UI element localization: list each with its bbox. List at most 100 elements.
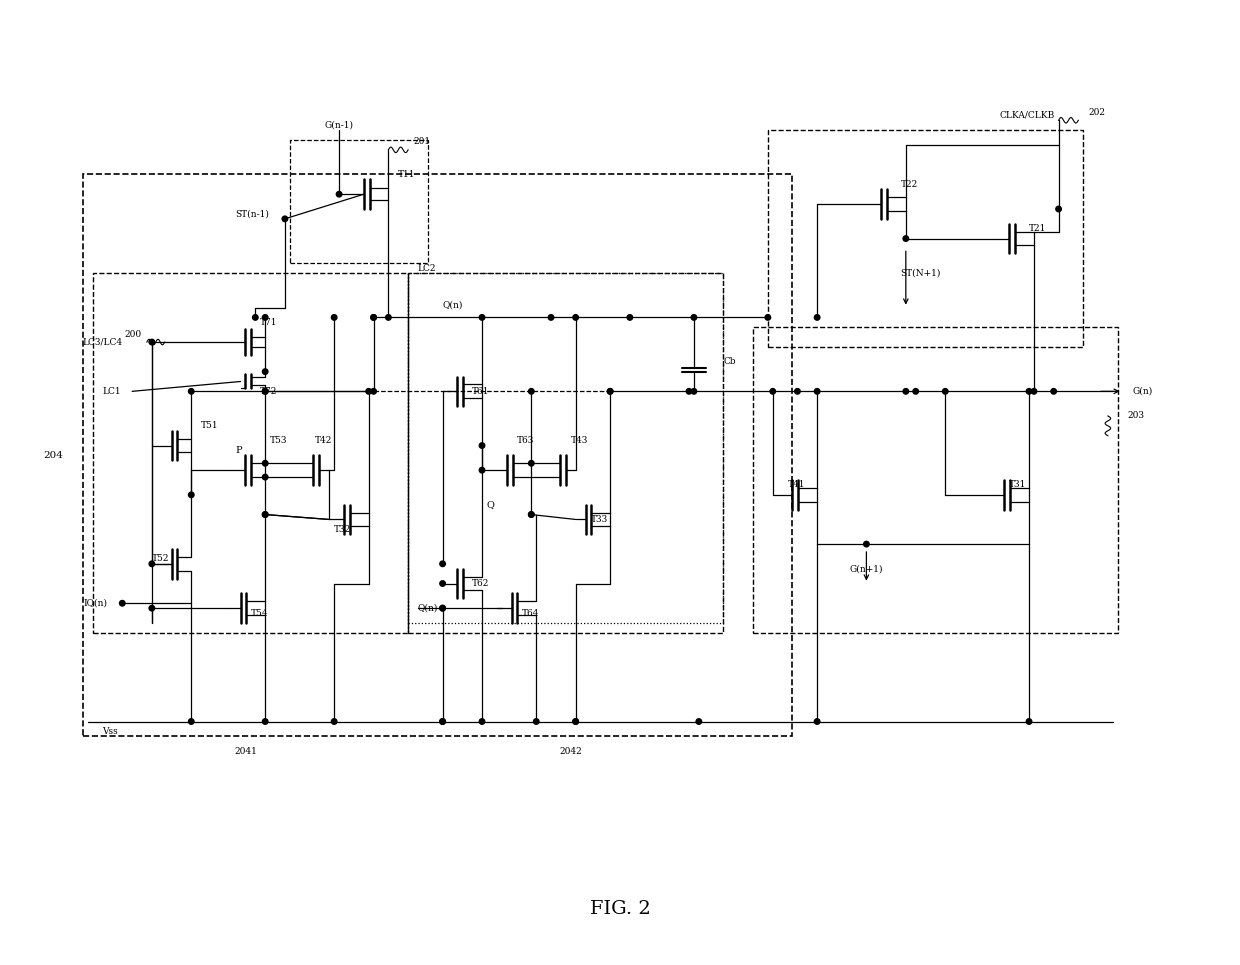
Text: 202: 202 <box>1089 108 1105 117</box>
Text: 203: 203 <box>1127 411 1145 421</box>
Circle shape <box>608 389 613 394</box>
Text: T32: T32 <box>334 525 351 534</box>
Text: ST(n-1): ST(n-1) <box>236 209 269 218</box>
Text: T72: T72 <box>260 387 278 396</box>
Circle shape <box>765 315 770 320</box>
Bar <box>93 273 408 633</box>
Circle shape <box>253 315 258 320</box>
Circle shape <box>1032 389 1037 394</box>
Bar <box>753 327 1117 633</box>
Circle shape <box>371 315 377 320</box>
Text: 2042: 2042 <box>559 747 582 756</box>
Text: G(n): G(n) <box>1132 387 1153 396</box>
Circle shape <box>913 389 919 394</box>
Circle shape <box>331 719 337 725</box>
Text: 204: 204 <box>43 451 63 460</box>
Circle shape <box>815 719 820 725</box>
Circle shape <box>440 719 445 725</box>
Circle shape <box>528 511 534 517</box>
Circle shape <box>903 235 909 241</box>
Circle shape <box>263 389 268 394</box>
Text: T21: T21 <box>1029 224 1047 234</box>
Text: CLKA/CLKB: CLKA/CLKB <box>999 111 1055 120</box>
Circle shape <box>440 605 445 611</box>
Circle shape <box>573 719 578 725</box>
Circle shape <box>149 561 155 566</box>
Circle shape <box>1052 389 1056 394</box>
Circle shape <box>770 389 775 394</box>
Circle shape <box>263 475 268 480</box>
Text: IQ(n): IQ(n) <box>83 598 108 608</box>
Circle shape <box>440 561 445 566</box>
Text: Vss: Vss <box>103 727 118 736</box>
Text: G(n+1): G(n+1) <box>849 565 883 573</box>
Circle shape <box>263 315 268 320</box>
Text: T53: T53 <box>270 436 288 445</box>
Text: 2041: 2041 <box>234 747 257 756</box>
Text: T43: T43 <box>570 436 588 445</box>
Circle shape <box>263 389 268 394</box>
Text: T42: T42 <box>315 436 332 445</box>
Circle shape <box>795 389 800 394</box>
Text: Q(n): Q(n) <box>443 300 463 309</box>
Text: T52: T52 <box>151 554 170 564</box>
Circle shape <box>188 492 193 498</box>
Text: LC1: LC1 <box>103 387 122 396</box>
Circle shape <box>942 389 949 394</box>
Text: LC3/LC4: LC3/LC4 <box>83 338 123 346</box>
Text: P: P <box>236 446 242 455</box>
Circle shape <box>696 719 702 725</box>
Bar <box>408 273 723 623</box>
Circle shape <box>188 389 193 394</box>
Circle shape <box>863 541 869 547</box>
Circle shape <box>386 315 391 320</box>
Text: ST(N+1): ST(N+1) <box>900 268 941 278</box>
Circle shape <box>573 719 578 725</box>
Bar <box>83 175 792 736</box>
Text: 200: 200 <box>125 330 143 339</box>
Circle shape <box>528 511 534 517</box>
Circle shape <box>479 467 485 473</box>
Circle shape <box>331 315 337 320</box>
Circle shape <box>440 581 445 587</box>
Circle shape <box>188 719 193 725</box>
Text: T31: T31 <box>1009 481 1027 489</box>
Text: T62: T62 <box>472 579 490 588</box>
Circle shape <box>263 719 268 725</box>
Circle shape <box>691 389 697 394</box>
Circle shape <box>627 315 632 320</box>
Circle shape <box>1027 719 1032 725</box>
Text: G(n-1): G(n-1) <box>325 121 353 129</box>
Circle shape <box>283 216 288 222</box>
Circle shape <box>149 340 155 345</box>
Bar <box>408 273 723 633</box>
Circle shape <box>691 315 697 320</box>
Text: FIG. 2: FIG. 2 <box>590 899 650 918</box>
Text: T64: T64 <box>522 609 539 618</box>
Circle shape <box>479 315 485 320</box>
Circle shape <box>263 460 268 466</box>
Circle shape <box>440 719 445 725</box>
Text: 201: 201 <box>413 137 430 147</box>
Circle shape <box>608 389 613 394</box>
Circle shape <box>263 511 268 517</box>
Text: T71: T71 <box>260 317 278 327</box>
Bar <box>768 130 1084 347</box>
Circle shape <box>548 315 554 320</box>
Circle shape <box>815 389 820 394</box>
Text: Q(n): Q(n) <box>418 604 438 613</box>
Text: T61: T61 <box>472 387 490 396</box>
Text: T51: T51 <box>201 422 218 430</box>
Circle shape <box>573 315 578 320</box>
Circle shape <box>371 315 377 320</box>
Circle shape <box>263 511 268 517</box>
Circle shape <box>479 719 485 725</box>
Text: Q: Q <box>487 500 495 510</box>
Bar <box>290 140 428 263</box>
Text: LC2: LC2 <box>418 263 436 273</box>
Text: Cb: Cb <box>723 357 737 367</box>
Text: T22: T22 <box>901 179 918 189</box>
Circle shape <box>366 389 372 394</box>
Circle shape <box>903 389 909 394</box>
Circle shape <box>263 369 268 374</box>
